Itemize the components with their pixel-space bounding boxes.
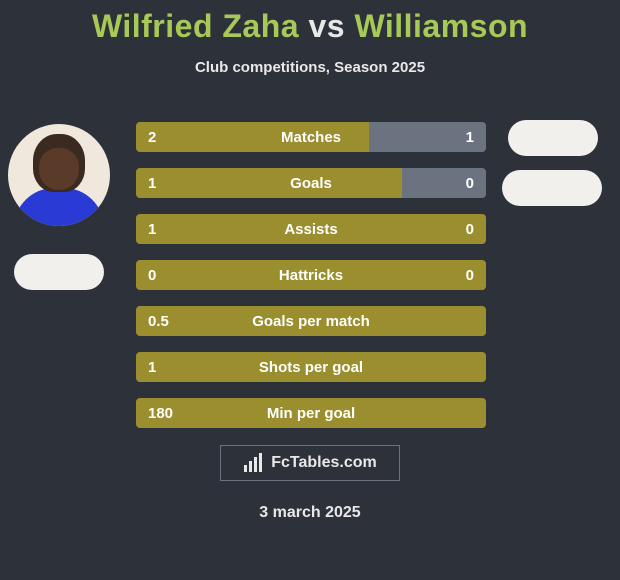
player2-avatar-placeholder [508, 120, 598, 156]
stat-label: Matches [136, 122, 486, 152]
stat-label: Goals per match [136, 306, 486, 336]
comparison-bars: 21Matches 10Goals 10Assists 00Hattricks 0.5G… [136, 122, 486, 444]
stat-row: 180Min per goal [136, 398, 486, 428]
stat-row: 21Matches [136, 122, 486, 152]
stat-label: Min per goal [136, 398, 486, 428]
brand-bars-icon [243, 453, 265, 473]
stat-row: 10Assists [136, 214, 486, 244]
player1-avatar [8, 124, 110, 226]
stat-label: Shots per goal [136, 352, 486, 382]
stat-row: 00Hattricks [136, 260, 486, 290]
title-player1: Wilfried Zaha [92, 8, 299, 44]
player1-club-badge [14, 254, 104, 290]
avatar-face [39, 148, 79, 190]
player2-club-badge [502, 170, 602, 206]
title-player2: Williamson [354, 8, 528, 44]
stat-row: 10Goals [136, 168, 486, 198]
stat-row: 0.5Goals per match [136, 306, 486, 336]
comparison-title: Wilfried Zaha vs Williamson [0, 0, 620, 45]
stat-label: Goals [136, 168, 486, 198]
stat-row: 1Shots per goal [136, 352, 486, 382]
subtitle: Club competitions, Season 2025 [0, 59, 620, 76]
footer-date: 3 march 2025 [0, 504, 620, 522]
stat-label: Hattricks [136, 260, 486, 290]
stat-label: Assists [136, 214, 486, 244]
avatar-jersey [14, 188, 104, 226]
brand-box: FcTables.com [220, 445, 400, 481]
title-vs: vs [308, 8, 345, 44]
brand-text: FcTables.com [271, 454, 377, 472]
